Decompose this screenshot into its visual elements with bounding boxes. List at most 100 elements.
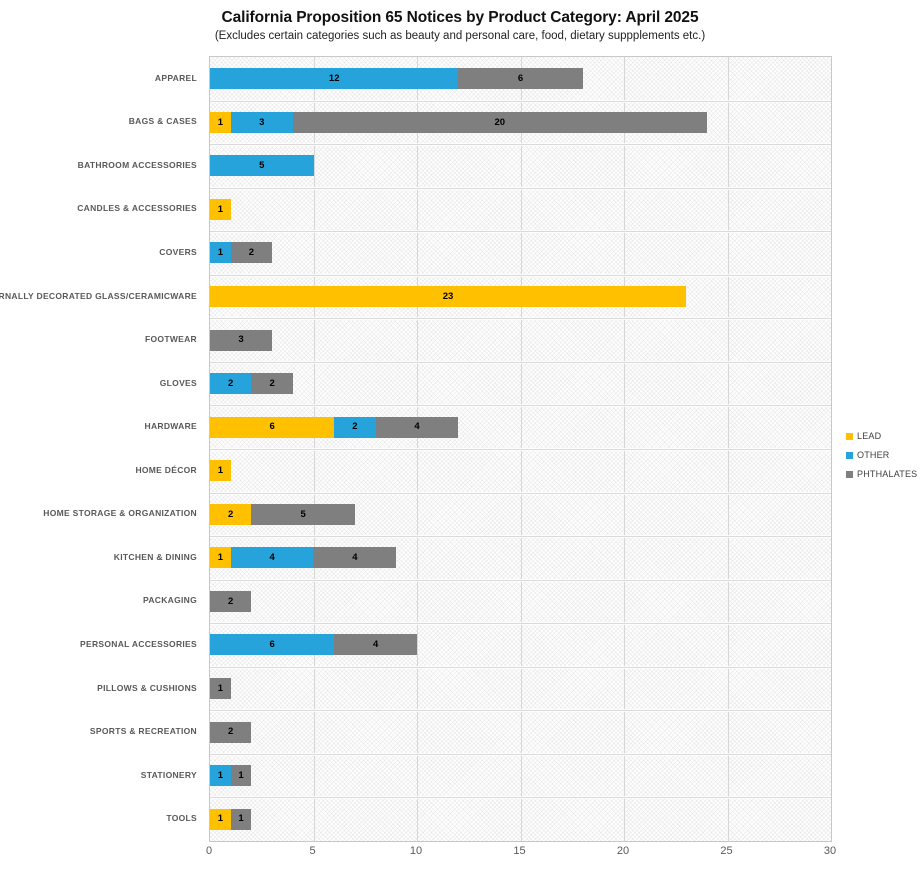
bar-value-label: 4 (414, 421, 420, 433)
bar-segment-phthalates: 1 (230, 765, 252, 787)
category-label: HARDWARE (144, 421, 197, 432)
bar-value-label: 4 (352, 552, 358, 564)
category-label: BAGS & CASES (128, 116, 197, 127)
gridline-horizontal (210, 405, 831, 407)
bar-row: 6 2 4 (210, 405, 831, 449)
gridline-horizontal (210, 492, 831, 494)
bar-value-label: 1 (217, 247, 223, 259)
legend-label: LEAD (857, 431, 882, 441)
bar-row: 1 3 20 (210, 101, 831, 145)
bar-segment-phthalates: 2 (210, 590, 252, 612)
bar-segment-lead: 1 (210, 460, 231, 482)
bar-row: 2 (210, 710, 831, 754)
bar-value-label: 2 (228, 508, 234, 520)
gridline-horizontal (210, 144, 831, 146)
bar-segment-other: 2 (334, 416, 376, 438)
bar-segment-phthalates: 6 (458, 68, 583, 90)
gridline-horizontal (210, 274, 831, 276)
category-label: HOME DÉCOR (135, 464, 197, 475)
bar-segment-phthalates: 1 (210, 678, 231, 700)
bar-value-label: 12 (328, 73, 340, 85)
x-tick-label: 10 (409, 845, 423, 857)
legend-item-phthalates: PHTHALATES (846, 469, 917, 479)
legend-label: OTHER (857, 450, 890, 460)
gridline-horizontal (210, 710, 831, 712)
bar-value-label: 5 (259, 160, 265, 172)
category-label: FOOTWEAR (145, 334, 197, 345)
bar-segment-phthalates: 4 (313, 547, 397, 569)
gridline-horizontal (210, 753, 831, 755)
bar-row: 2 (210, 580, 831, 624)
plot-area: 12 6 1 3 20 5 1 1 2 23 3 2 2 6 2 4 1 2 5 1 4 4 2 6 4 1 2 1 1 1 1 (209, 56, 832, 842)
bar-value-label: 2 (248, 247, 255, 259)
x-tick-label: 30 (823, 845, 837, 857)
bar-segment-phthalates: 4 (375, 416, 459, 438)
bar-row: 12 6 (210, 57, 831, 101)
category-label: PACKAGING (142, 595, 197, 606)
bar-segment-lead: 2 (210, 503, 252, 525)
gridline-horizontal (210, 318, 831, 320)
bar-row: 1 (210, 188, 831, 232)
category-label: APPAREL (154, 72, 197, 83)
x-tick-label: 15 (513, 845, 526, 857)
gridline-horizontal (210, 361, 831, 363)
legend-item-lead: LEAD (846, 431, 917, 441)
bar-value-label: 1 (217, 465, 223, 477)
category-label: COVERS (159, 247, 197, 257)
bar-segment-other: 6 (210, 634, 335, 656)
bar-segment-lead: 23 (210, 286, 687, 308)
bar-value-label: 2 (228, 726, 234, 738)
gridline-horizontal (210, 797, 831, 799)
category-label: GLOVES (159, 377, 197, 388)
bar-segment-phthalates: 4 (334, 634, 417, 656)
legend-swatch (846, 451, 853, 459)
category-label: SPORTS & RECREATION (89, 726, 197, 737)
bar-row: 23 (210, 275, 831, 319)
legend: LEAD OTHER PHTHALATES (846, 431, 917, 488)
gridline-horizontal (210, 187, 831, 189)
bar-value-label: 2 (269, 377, 275, 389)
bar-value-label: 1 (217, 552, 223, 564)
chart-subtitle: (Excludes certain categories such as bea… (214, 30, 706, 42)
bar-segment-phthalates: 2 (210, 721, 252, 743)
bar-value-label: 4 (269, 552, 275, 564)
x-tick-label: 25 (720, 845, 733, 857)
category-label: STATIONERY (140, 769, 197, 780)
legend-label: PHTHALATES (857, 469, 918, 479)
gridline-horizontal (210, 100, 831, 102)
bar-segment-lead: 6 (210, 416, 335, 438)
bar-value-label: 6 (269, 639, 275, 651)
bar-segment-other: 12 (210, 68, 459, 90)
bar-segment-phthalates: 2 (251, 373, 293, 395)
gridline-horizontal (210, 579, 831, 581)
gridline-horizontal (210, 231, 831, 233)
bar-row: 1 (210, 667, 831, 711)
bar-row: 5 (210, 144, 831, 188)
bar-segment-phthalates: 3 (210, 329, 273, 351)
bar-segment-other: 3 (230, 111, 293, 133)
bar-row: 1 (210, 449, 831, 493)
bar-value-label: 1 (217, 116, 223, 128)
bar-value-label: 6 (517, 73, 524, 85)
bar-value-label: 3 (259, 116, 265, 128)
bar-value-label: 1 (217, 682, 223, 694)
category-label: TOOLS (166, 813, 197, 824)
bar-segment-other: 1 (210, 765, 231, 787)
bar-segment-phthalates: 2 (230, 242, 273, 264)
bar-value-label: 20 (494, 116, 506, 128)
gridline-horizontal (210, 536, 831, 538)
gridline-horizontal (210, 449, 831, 450)
bar-segment-other: 1 (210, 242, 231, 264)
x-tick-label: 20 (616, 845, 630, 857)
bar-row: 3 (210, 318, 831, 362)
bar-segment-other: 2 (210, 373, 252, 395)
bar-value-label: 2 (228, 595, 234, 607)
bar-value-label: 3 (238, 334, 244, 346)
gridline-horizontal (210, 666, 831, 668)
bar-value-label: 1 (238, 769, 244, 781)
category-label: CANDLES & ACCESSORIES (77, 203, 197, 214)
